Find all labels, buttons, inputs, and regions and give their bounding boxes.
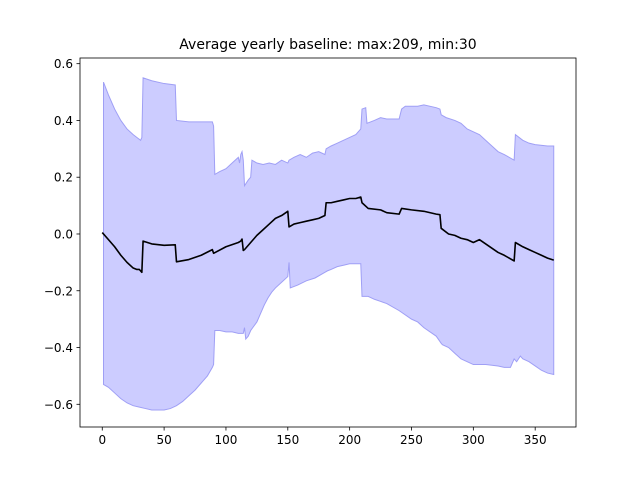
y-tick-label: 0.2 bbox=[54, 171, 73, 185]
series-line-0 bbox=[101, 196, 554, 274]
y-tick-label: −0.2 bbox=[44, 284, 73, 298]
x-tick-label: 300 bbox=[462, 433, 485, 447]
y-tick-label: −0.6 bbox=[44, 398, 73, 412]
y-tick-label: 0.0 bbox=[54, 227, 73, 241]
confidence-band bbox=[103, 77, 555, 411]
y-tick-label: 0.6 bbox=[54, 57, 73, 71]
axes-frame bbox=[79, 57, 577, 428]
x-tick-label: 200 bbox=[338, 433, 361, 447]
x-tick-label: 350 bbox=[524, 433, 547, 447]
plot-area bbox=[101, 77, 555, 411]
x-tick-label: 50 bbox=[156, 433, 171, 447]
x-tick-label: 250 bbox=[400, 433, 423, 447]
x-tick-label: 100 bbox=[215, 433, 238, 447]
axes: 0 50 100 150 200 250 300 350 0.6 0.4 0.2 0.0 −0.2 −0.… bbox=[44, 57, 577, 447]
y-tick-label: 0.4 bbox=[54, 114, 73, 128]
chart-title: Average yearly baseline: max:209, min:30 bbox=[179, 37, 476, 53]
x-tick-label: 0 bbox=[98, 433, 106, 447]
y-tick-label: −0.4 bbox=[44, 341, 73, 355]
x-tick-label: 150 bbox=[276, 433, 299, 447]
